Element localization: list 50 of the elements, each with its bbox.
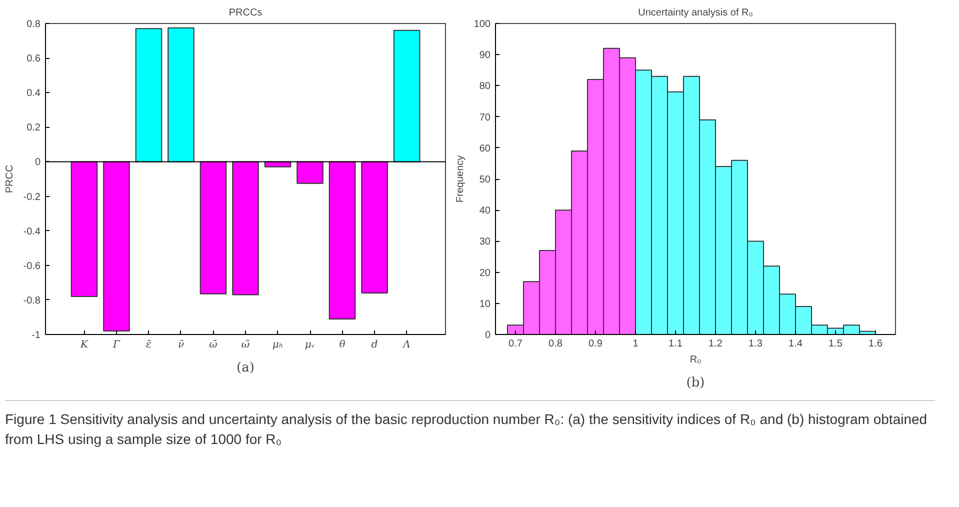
y-tick-label: -0.2 (23, 192, 41, 203)
text: (a) (236, 360, 254, 376)
y-axis-title: PRCC (4, 164, 16, 194)
x-axis-title: R₀ (690, 354, 702, 366)
x-tick-label: 1 (632, 338, 639, 350)
text: (b) (686, 376, 705, 390)
x-tick-label: 0.9 (588, 338, 603, 350)
x-tick-label: θ (339, 340, 346, 350)
y-tick-label: 20 (479, 268, 491, 279)
y-tick-label: 60 (479, 143, 491, 154)
x-tick-label: ω̄ (209, 340, 218, 350)
y-axis-title: Frequency (454, 155, 466, 203)
y-tick-label: 0 (34, 157, 41, 168)
chart-title: PRCCs (228, 8, 262, 18)
x-tick-label: Γ (112, 340, 121, 350)
y-tick-label: -1 (32, 330, 41, 341)
x-tick-label: 1.6 (868, 338, 883, 350)
y-tick-label: -0.8 (23, 295, 41, 306)
y-tick-label: 50 (479, 174, 491, 186)
y-tick-label: 90 (479, 50, 491, 62)
x-tick-label: 1.5 (828, 338, 843, 350)
x-tick-label: ν̄ (178, 340, 184, 350)
chart-title: Uncertainty analysis of R₀ (638, 8, 753, 18)
y-tick-label: 0.8 (26, 19, 41, 30)
x-tick-label: ω̃ (241, 340, 250, 350)
x-tick-label: 1.3 (748, 338, 763, 350)
x-tick-label: 0.8 (548, 338, 563, 350)
y-tick-label: 70 (479, 112, 491, 124)
y-tick-label: 0.6 (26, 54, 41, 65)
x-tick-label: 1.2 (708, 338, 723, 350)
y-tick-label: -0.4 (23, 226, 41, 238)
y-tick-label: -0.6 (23, 260, 41, 272)
y-tick-label: 80 (479, 81, 491, 92)
x-tick-label: 1.4 (788, 338, 803, 350)
y-tick-label: 0.2 (26, 122, 41, 134)
x-tick-label: μᵥ (304, 340, 316, 350)
y-tick-label: 10 (479, 298, 491, 310)
y-tick-label: 0 (484, 330, 491, 341)
y-tick-label: 100 (474, 19, 491, 30)
caption: Figure 1 Sensitivity analysis and uncertainty analysis of the basic reproduction number R₀: (a) the sensitivity indices of R₀ and (b) histogram obtained from LHS using a sample size of 1000 for R₀ (5, 410, 928, 449)
x-tick-label: Λ (402, 340, 410, 350)
x-tick-label: 0.7 (508, 338, 523, 350)
y-tick-label: 0.4 (26, 88, 41, 100)
x-tick-label: μₕ (272, 340, 284, 350)
x-tick-label: ε̄ (146, 340, 152, 350)
y-tick-label: 40 (479, 206, 491, 217)
y-tick-label: 30 (479, 236, 491, 248)
x-tick-label: 1.1 (668, 338, 683, 350)
x-tick-label: d (371, 340, 378, 350)
x-tick-label: K (79, 340, 88, 350)
